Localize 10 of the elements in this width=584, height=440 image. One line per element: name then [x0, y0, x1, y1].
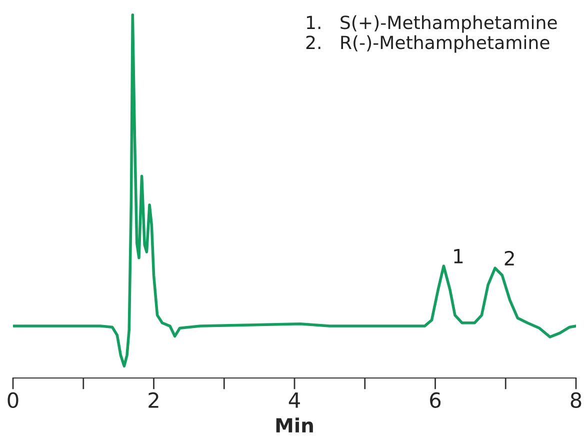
annotation: 1. S(+)-Methamphetamine: [306, 15, 557, 33]
x-tick-label: 2: [148, 392, 158, 408]
x-tick-label: 0: [8, 392, 18, 408]
x-tick-label: 8: [570, 392, 582, 408]
x-axis-title: Min: [276, 418, 313, 432]
annotation: 1: [454, 249, 463, 264]
annotation: 2. R(-)-Methamphetamine: [306, 35, 550, 53]
x-tick-label: 4: [288, 392, 300, 408]
x-tick-label: 6: [430, 392, 441, 408]
annotation: 2: [504, 250, 514, 266]
